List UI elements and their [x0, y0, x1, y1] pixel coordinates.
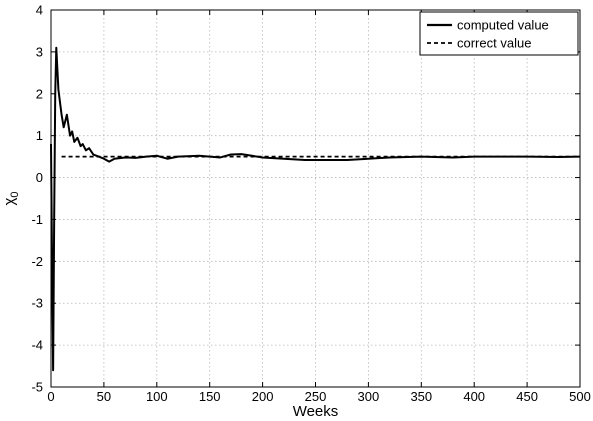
y-tick-label: -5 [31, 380, 43, 395]
x-tick-label: 50 [97, 389, 111, 404]
x-tick-label: 300 [358, 389, 380, 404]
y-tick-label: -3 [31, 296, 43, 311]
y-tick-label: -4 [31, 338, 43, 353]
legend: computed value correct value [419, 11, 579, 56]
y-axis-label: χ0 [1, 192, 21, 206]
y-tick-label: -2 [31, 254, 43, 269]
x-tick-label: 350 [410, 389, 432, 404]
y-axis-label-symbol: χ [1, 198, 18, 206]
x-tick-label: 0 [47, 389, 54, 404]
y-tick-label: 3 [36, 44, 43, 59]
legend-label-correct-value: correct value [457, 36, 531, 51]
x-axis-label: Weeks [293, 403, 339, 420]
y-tick-label: 1 [36, 128, 43, 143]
y-axis-label-subscript: 0 [9, 192, 21, 198]
legend-label-computed-value: computed value [457, 18, 549, 33]
axis-ticks: 0 50 100 150 200 250 300 350 400 450 500 -5 -4 -3 -2 -1… [31, 3, 590, 405]
x-tick-label: 450 [516, 389, 538, 404]
x-tick-label: 100 [146, 389, 168, 404]
x-tick-label: 400 [463, 389, 485, 404]
grid [51, 10, 580, 387]
y-tick-label: 4 [36, 3, 43, 18]
y-tick-label: 2 [36, 86, 43, 101]
x-tick-label: 150 [199, 389, 221, 404]
x-tick-label: 250 [305, 389, 327, 404]
y-tick-label: -1 [31, 212, 43, 227]
y-tick-label: 0 [36, 170, 43, 185]
plot-series [50, 46, 581, 372]
x-tick-label: 200 [252, 389, 274, 404]
series-line-computed-value [50, 46, 581, 372]
x-tick-label: 500 [569, 389, 591, 404]
legend-box [419, 11, 579, 56]
